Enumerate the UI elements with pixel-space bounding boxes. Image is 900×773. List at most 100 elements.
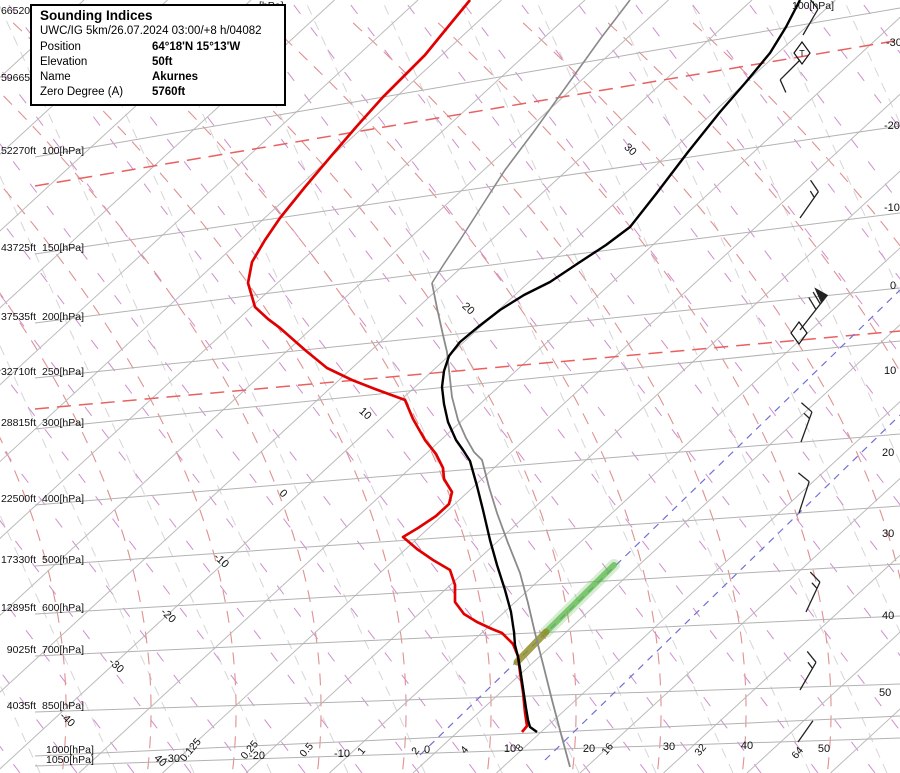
parcel-path-lower	[431, 282, 571, 768]
moist-adiabat-line	[0, 436, 67, 773]
isotherm-inline-label-0: 0	[277, 487, 290, 500]
dry-adiabat-line	[150, 0, 503, 773]
mixing-ratio-line	[574, 0, 900, 431]
right-edge-temp-label--30: -30	[886, 37, 900, 49]
isobar-line-300hPa	[34, 340, 900, 430]
dry-adiabat-line	[0, 174, 272, 773]
height-label-43725ft: 43725ft	[1, 242, 36, 254]
temperature-curve	[440, 0, 802, 733]
dry-adiabat-line	[304, 0, 657, 773]
mixing-ratio-line	[0, 143, 477, 773]
info-row-label: Name	[40, 71, 71, 83]
wind-barb-feather-full	[797, 472, 810, 483]
wind-barb-staff	[805, 581, 821, 613]
wind-barb	[799, 651, 817, 691]
zero-degree-red-dashed-line	[34, 330, 900, 410]
mixing-ratio-line	[460, 0, 900, 581]
temp-axis-label-0: 0	[424, 744, 430, 756]
info-row-label: Zero Degree (A)	[40, 86, 124, 98]
right-edge-temp-label--20: -20	[884, 120, 900, 132]
isobar-line-400hPa	[34, 433, 900, 506]
info-row-value: Akurnes	[152, 71, 199, 83]
wind-barb-feather-full	[808, 0, 819, 10]
max-wind-diamond	[790, 320, 808, 346]
moist-adiabat-grid	[0, 19, 900, 773]
isotherm-line	[496, 401, 900, 773]
moist-adiabat-line	[264, 19, 662, 773]
tropopause-marker: T	[793, 40, 811, 66]
tropopause-letter: T	[799, 49, 805, 59]
mixing-ratio-line	[4, 0, 591, 773]
dry-adiabat-line	[0, 683, 41, 773]
wind-barb	[799, 179, 819, 219]
wind-barb-staff	[779, 59, 801, 81]
height-label-66520ft: 66520ft	[1, 5, 36, 17]
wind-barb-feather-half	[807, 661, 814, 669]
isobar-line-1000hPa	[34, 715, 900, 757]
isotherm-line	[162, 93, 900, 773]
moist-adiabat-line	[94, 19, 492, 773]
mixing-ratio-label-0.125: 0.125	[178, 736, 204, 764]
max-wind-marker	[790, 320, 808, 346]
pressure-label-850hPa: 850[hPa]	[42, 700, 84, 712]
isobar-grid	[34, 7, 900, 767]
mixing-ratio-line	[859, 0, 900, 54]
info-row-label: Position	[40, 41, 81, 53]
isotherm-line	[663, 554, 900, 773]
parcel-path-upper	[431, 0, 631, 284]
isobar-line-850hPa	[34, 683, 900, 713]
temp-axis-label--10: -10	[334, 748, 350, 760]
wind-barb	[797, 472, 810, 514]
isotherm-line	[78, 16, 900, 773]
dry-adiabat-line	[0, 5, 349, 773]
isotherm-line	[0, 0, 836, 770]
mixing-ratio-line	[403, 0, 900, 657]
right-edge-temp-label-50: 50	[879, 687, 891, 699]
moist-adiabat-line	[349, 19, 747, 773]
mixing-ratio-line	[517, 0, 900, 506]
isotherm-line	[579, 477, 900, 773]
pressure-label-1000hPa: 1000[hPa]	[46, 744, 94, 756]
dry-adiabat-line	[843, 0, 900, 125]
mixing-ratio-line	[61, 0, 648, 773]
info-row-name: Name Akurnes	[40, 70, 278, 85]
mixing-ratio-line	[0, 218, 420, 773]
wind-barb-feather-half	[811, 582, 818, 589]
wind-barb-staff	[799, 191, 819, 219]
isotherm-line	[0, 0, 168, 155]
wind-barb	[802, 0, 819, 36]
isotherm-line	[0, 0, 419, 386]
zero-degree-red-dashed-line	[34, 39, 900, 187]
mixing-ratio-line	[175, 0, 762, 773]
right-edge-temp-label-30: 30	[882, 528, 894, 540]
highlight-green-segment	[543, 562, 617, 635]
mixing-ratio-line	[346, 0, 900, 732]
pressure-label-600hPa: 600[hPa]	[42, 602, 84, 614]
temp-axis-label--20: -20	[249, 750, 265, 762]
wind-barb-staff	[798, 481, 810, 514]
moist-adiabat-line	[9, 19, 407, 773]
temp-axis-label-20: 20	[583, 743, 595, 755]
isobar-line-500hPa	[34, 505, 900, 567]
pressure-label-400hPa: 400[hPa]	[42, 493, 84, 505]
wind-barb	[800, 402, 813, 443]
right-edge-temp-label-40: 40	[882, 610, 894, 622]
info-row-value: 50ft	[152, 56, 173, 68]
mixing-ratio-line	[802, 0, 900, 130]
height-label-32710ft: 32710ft	[1, 366, 36, 378]
wind-barb-staff	[797, 720, 814, 743]
mixing-ratio-line	[0, 519, 192, 773]
pressure-label-150hPa: 150[hPa]	[42, 242, 84, 254]
moist-adiabat-line	[0, 183, 237, 773]
isotherm-line	[0, 0, 753, 693]
pressure-label-100hPa: 100[hPa]	[42, 145, 84, 157]
mixing-ratio-line	[688, 0, 900, 280]
isobar-line-250hPa	[34, 287, 900, 379]
mixing-ratio-line	[0, 67, 534, 773]
isobar-line-700hPa	[34, 615, 900, 657]
isobar-line-1050hPa	[34, 737, 900, 767]
right-edge-temp-label--10: -10	[884, 202, 900, 214]
dewpoint-curve	[246, 0, 529, 733]
